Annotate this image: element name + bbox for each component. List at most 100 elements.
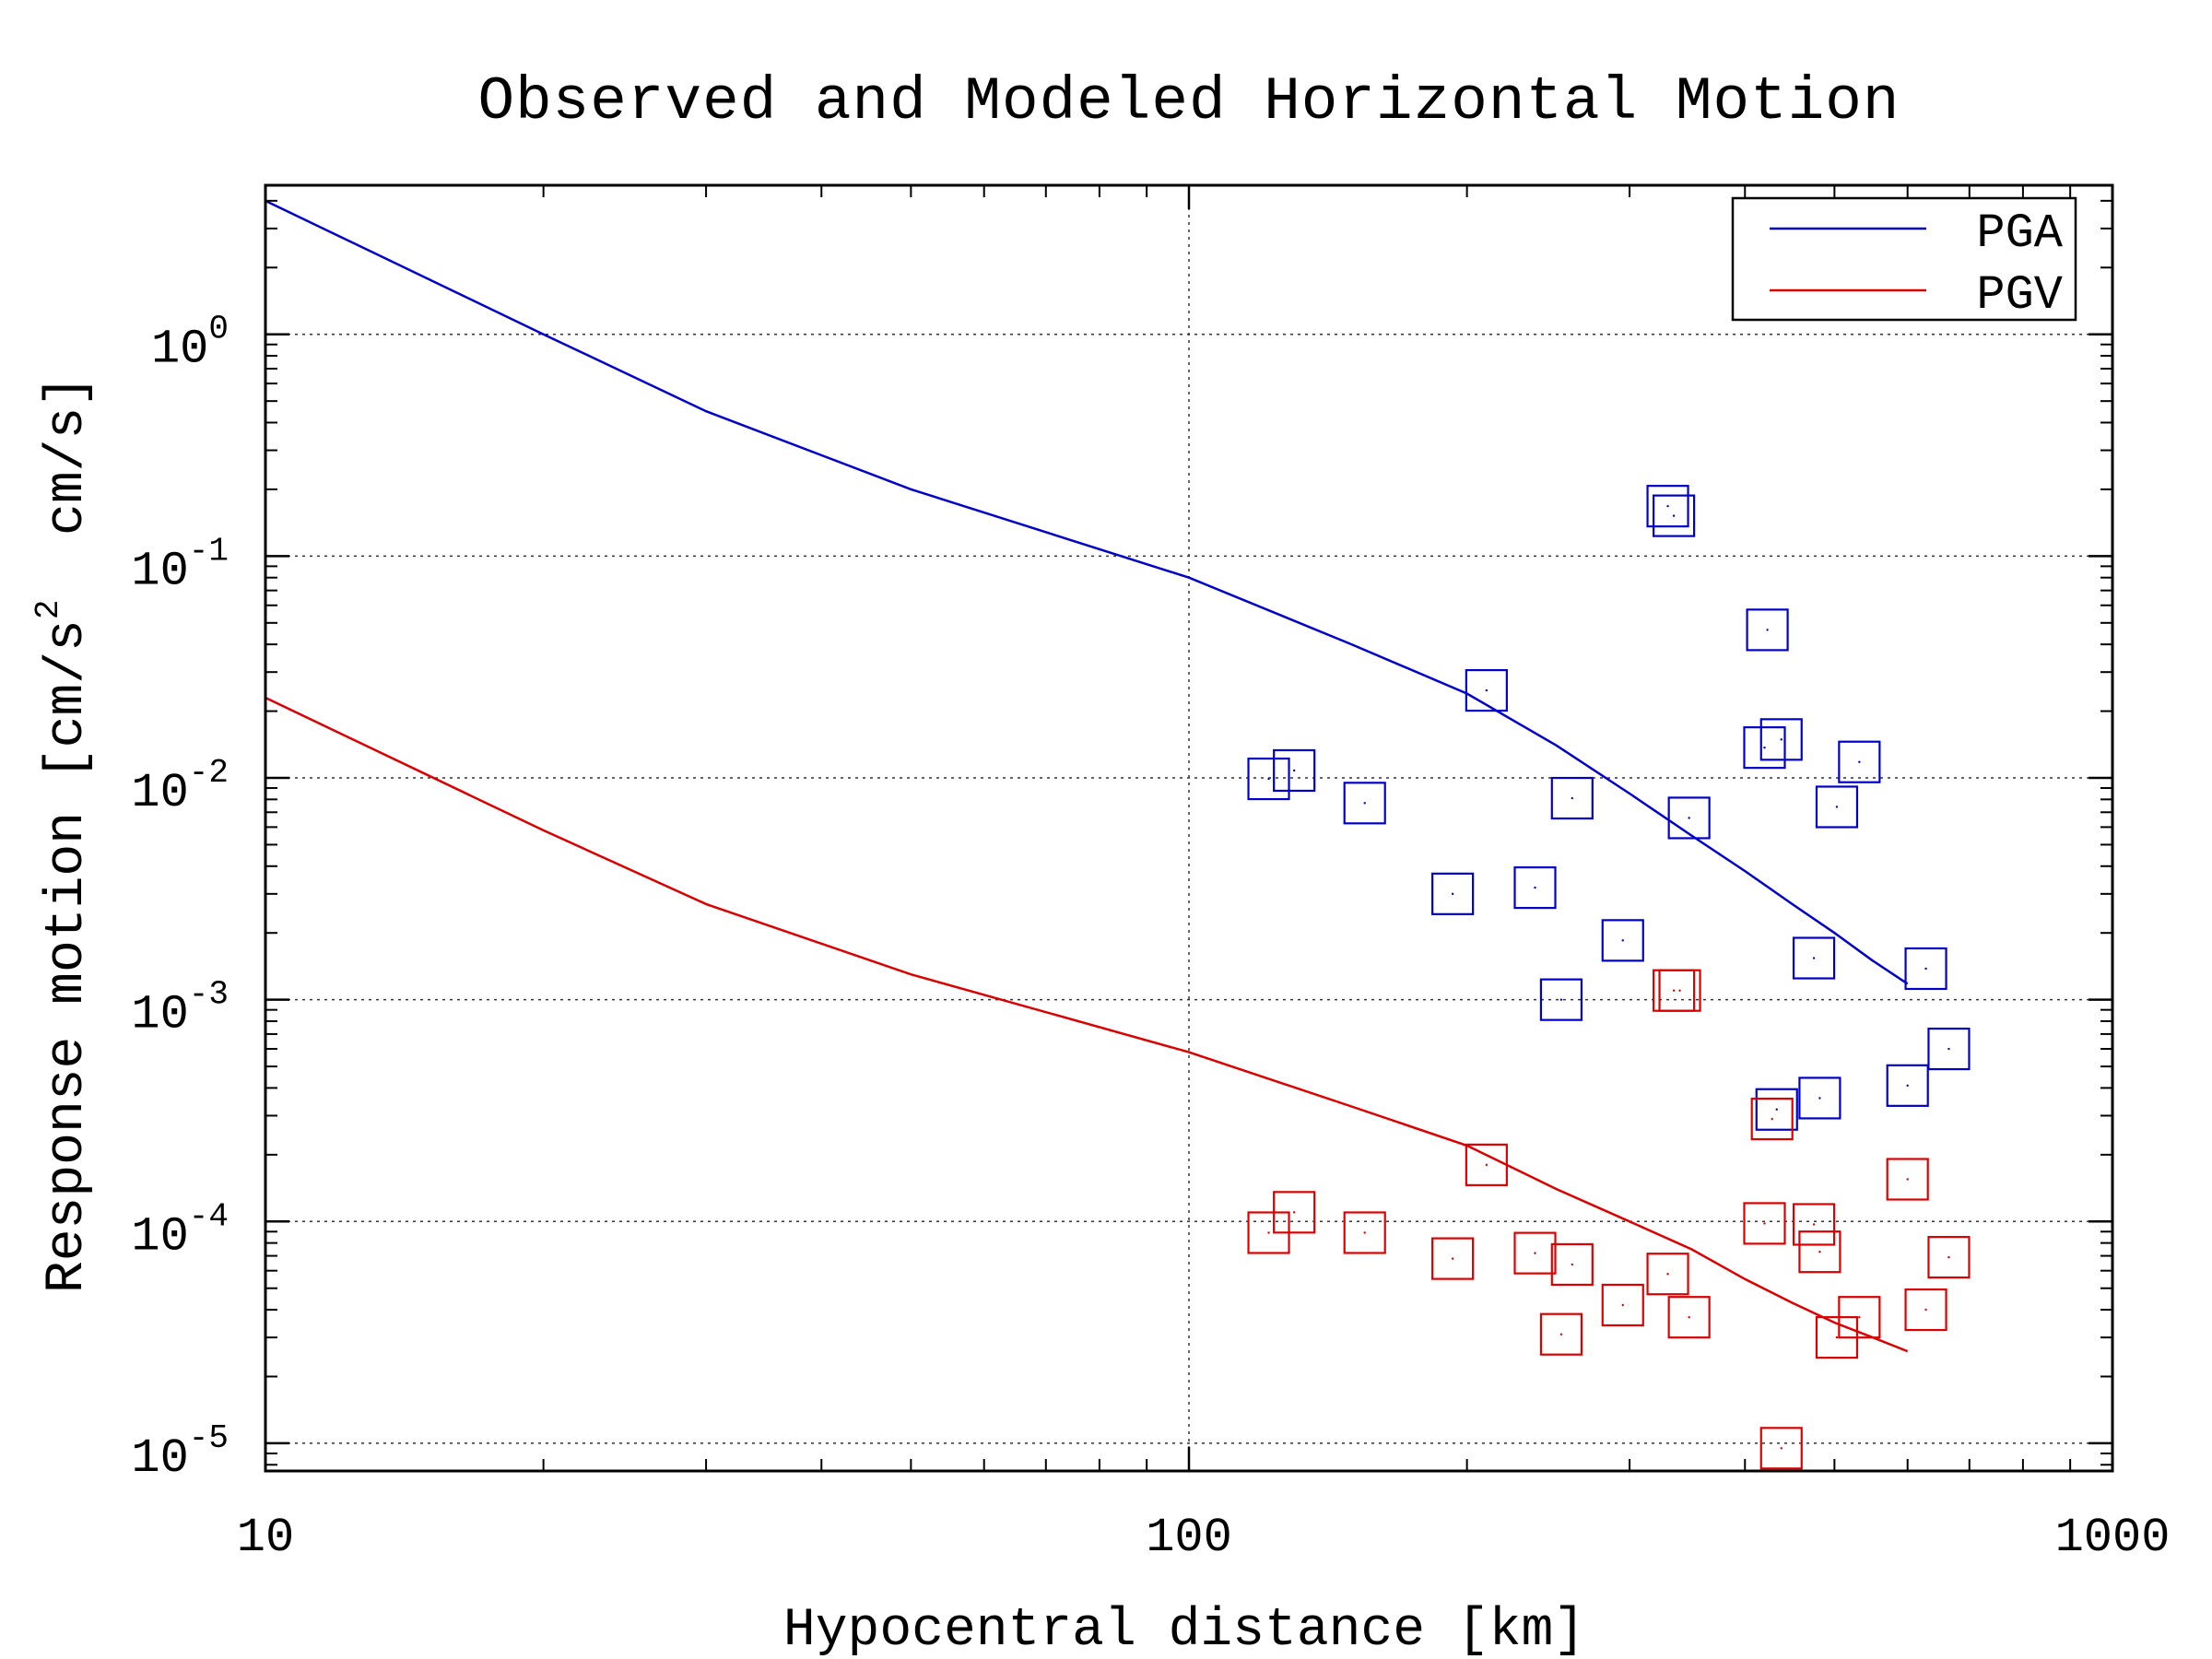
data-point-center (1763, 746, 1766, 749)
data-point-center (1666, 1273, 1669, 1276)
y-tick-label: 100 (151, 311, 229, 377)
data-point-marker (1646, 1253, 1689, 1296)
data-point-marker (1904, 947, 1947, 991)
data-point-center (1621, 1303, 1624, 1307)
y-tick-label: 10-3 (131, 976, 229, 1042)
data-point-center (1780, 1447, 1783, 1450)
data-point (1743, 1202, 1786, 1245)
data-point-center (1559, 1333, 1563, 1335)
data-point (1465, 668, 1508, 712)
y-tick-exponent: -1 (189, 532, 229, 570)
data-point (1539, 1312, 1583, 1356)
x-tick-labels: 10 100 1000 (237, 1511, 2171, 1565)
data-point-marker (1601, 1283, 1644, 1327)
data-point-center (1559, 998, 1563, 1001)
data-point-marker (1343, 1211, 1386, 1254)
data-point-marker (1838, 1296, 1881, 1339)
data-point-marker (1465, 668, 1508, 712)
x-tick-label: 100 (1146, 1511, 1232, 1565)
data-point (1886, 1158, 1929, 1201)
data-point-center (1267, 777, 1270, 781)
data-point-marker (1667, 1296, 1711, 1339)
data-point-center (1571, 796, 1574, 800)
data-point-marker (1904, 1288, 1947, 1332)
data-point-center (1292, 769, 1296, 772)
data-point-center (1688, 817, 1690, 819)
data-point (1792, 936, 1836, 980)
y-axis-label-main: Response motion [cm/s (38, 619, 98, 1293)
data-point-center (1818, 1250, 1821, 1253)
data-point-center (1858, 1316, 1861, 1319)
data-point (1838, 1296, 1881, 1339)
data-point-center (1812, 1223, 1816, 1226)
y-tick-base: 10 (131, 766, 188, 820)
y-tick-exponent: -3 (189, 976, 229, 1014)
data-point-marker (1539, 1312, 1583, 1356)
data-point-marker (1792, 1203, 1836, 1246)
data-point-marker (1273, 748, 1316, 793)
data-point-center (1363, 1231, 1366, 1234)
data-point-center (1766, 629, 1769, 631)
data-point-marker (1658, 969, 1701, 1012)
y-tick-base: 10 (131, 988, 188, 1042)
data-point-marker (1838, 740, 1881, 783)
data-point (1247, 757, 1290, 801)
data-point (1431, 872, 1475, 915)
data-point-center (1858, 760, 1861, 763)
data-point (1750, 1097, 1794, 1141)
data-point-marker (1431, 1237, 1475, 1280)
data-point (1667, 796, 1711, 840)
data-point-marker (1652, 494, 1696, 537)
data-point (1927, 1235, 1971, 1279)
legend: PGA PGV (1731, 196, 2077, 323)
data-point (1601, 1283, 1644, 1327)
y-tick-label: 10-5 (131, 1419, 229, 1486)
chart-title: Observed and Modeled Horizontal Motion (477, 67, 1900, 136)
data-point (1798, 1077, 1841, 1120)
y-tick-exponent: -4 (189, 1197, 229, 1235)
data-point-marker (1750, 1097, 1794, 1141)
data-point-marker (1667, 796, 1711, 840)
data-point-center (1451, 1257, 1454, 1260)
data-point (1759, 1427, 1803, 1470)
data-point-center (1672, 514, 1676, 517)
series-line-pgv (265, 696, 1909, 1353)
data-point-marker (1343, 782, 1386, 825)
data-point-center (1906, 1084, 1909, 1088)
data-point (1646, 485, 1689, 528)
data-point-center (1666, 504, 1669, 508)
data-point (1755, 1088, 1798, 1131)
data-point-marker (1798, 1077, 1841, 1120)
data-point-marker (1759, 1427, 1803, 1470)
x-axis-label: Hypocentral distance [km] (783, 1601, 1585, 1659)
data-point (1658, 969, 1701, 1012)
data-point-center (1924, 967, 1927, 971)
data-point-center (1292, 1211, 1296, 1214)
data-point (1646, 1253, 1689, 1296)
data-point-center (1835, 806, 1839, 808)
y-tick-base: 10 (131, 1431, 188, 1486)
data-point-center (1835, 1335, 1839, 1339)
data-point-center (1678, 989, 1681, 992)
data-point (1343, 1211, 1386, 1254)
data-point (1904, 1288, 1947, 1332)
y-tick-base: 10 (131, 544, 188, 598)
data-point (1513, 865, 1557, 910)
data-point (1759, 718, 1803, 761)
y-tick-exponent: 0 (208, 311, 229, 348)
data-point-marker (1927, 1027, 1971, 1071)
data-point-center (1947, 1255, 1950, 1259)
y-axis-label-exponent: 2 (29, 600, 67, 620)
legend-label-pga: PGA (1976, 206, 2063, 261)
data-point (1513, 1231, 1557, 1275)
data-point-marker (1273, 1191, 1316, 1234)
x-tick-label: 10 (237, 1511, 294, 1565)
data-point (1601, 919, 1644, 962)
legend-label-pgv: PGV (1976, 268, 2063, 323)
data-point-marker (1755, 1088, 1798, 1131)
data-point (1652, 494, 1696, 537)
data-point-center (1672, 989, 1676, 992)
data-point (1539, 978, 1583, 1021)
y-tick-base: 10 (151, 323, 208, 377)
